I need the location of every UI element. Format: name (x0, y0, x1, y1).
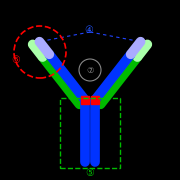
Bar (81, 96, 89, 104)
Text: ⑤: ⑤ (86, 168, 94, 178)
Text: ⑦: ⑦ (86, 66, 94, 75)
Text: ④: ④ (85, 25, 93, 35)
Bar (60, 98, 120, 168)
Bar (91, 96, 99, 104)
Text: ⑥: ⑥ (12, 55, 20, 65)
